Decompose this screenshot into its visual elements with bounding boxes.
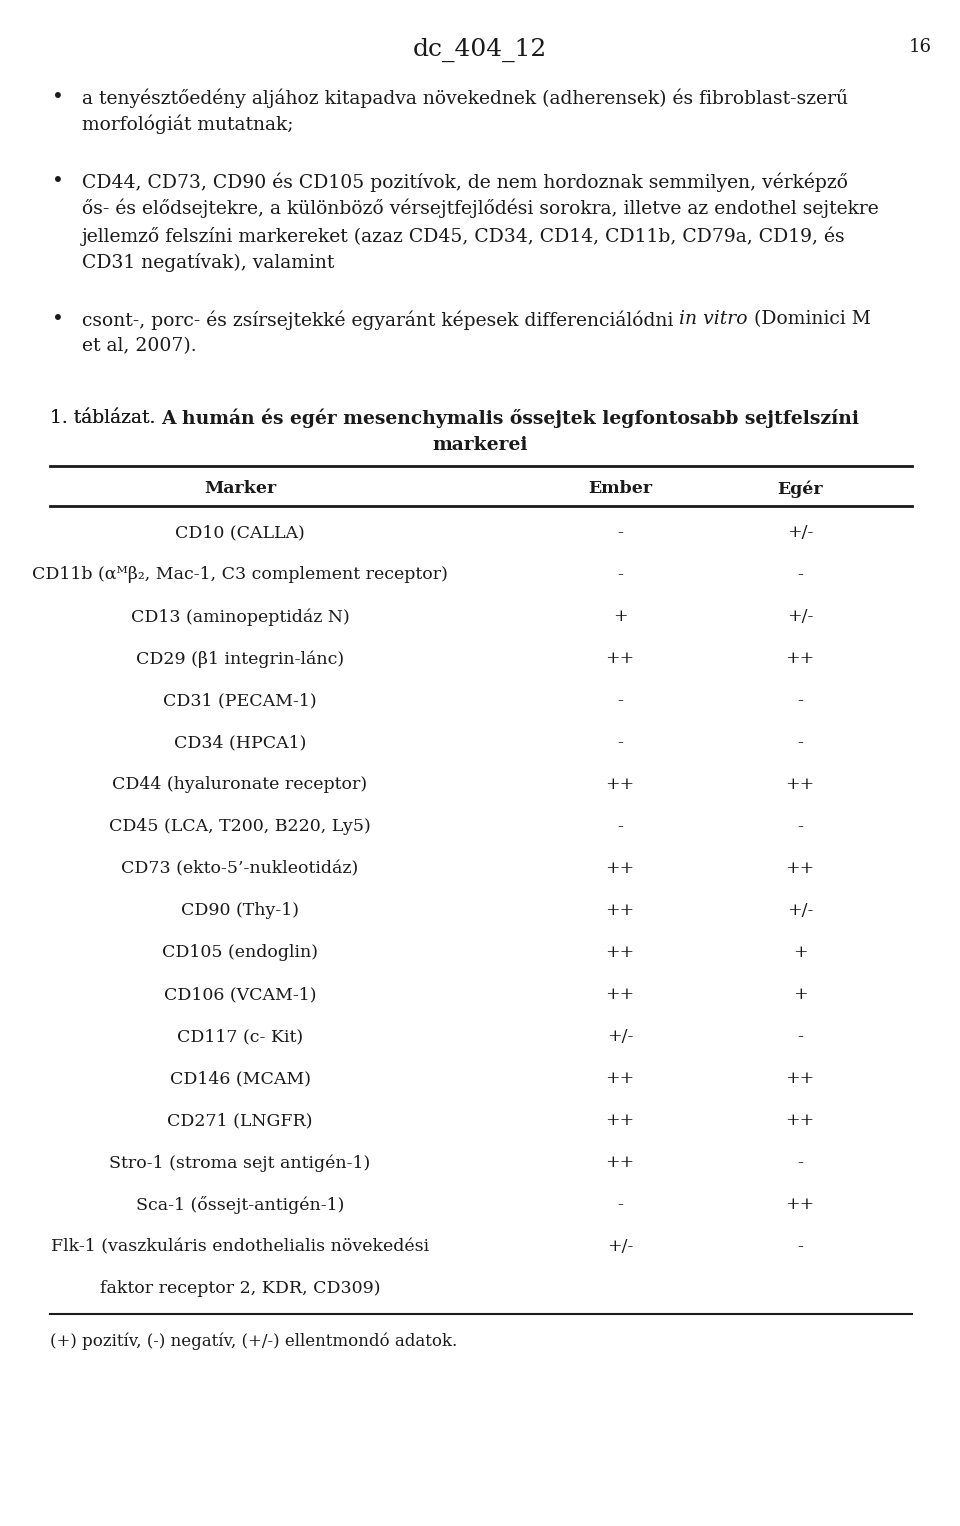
Text: ++: ++ (606, 1112, 635, 1129)
Text: •: • (52, 89, 64, 107)
Text: -: - (617, 566, 623, 583)
Text: CD34 (HPCA1): CD34 (HPCA1) (174, 734, 306, 751)
Text: A humán és egér mesenchymalis őssejtek legfontosabb sejtfelszíni: A humán és egér mesenchymalis őssejtek l… (161, 409, 859, 429)
Text: +: + (793, 945, 807, 961)
Text: ++: ++ (606, 986, 635, 1003)
Text: -: - (797, 818, 803, 835)
Text: ++: ++ (606, 777, 635, 794)
Text: morfológiát mutatnak;: morfológiát mutatnak; (82, 114, 294, 134)
Text: -: - (797, 1238, 803, 1254)
Text: Flk-1 (vaszkuláris endothelialis növekedési: Flk-1 (vaszkuláris endothelialis növeked… (51, 1238, 429, 1254)
Text: 16: 16 (909, 38, 932, 56)
Text: 1. táblázat.: 1. táblázat. (50, 409, 156, 427)
Text: -: - (617, 818, 623, 835)
Text: ++: ++ (785, 1112, 815, 1129)
Text: CD10 (CALLA): CD10 (CALLA) (175, 523, 305, 542)
Text: markerei: markerei (432, 436, 528, 455)
Text: +: + (793, 986, 807, 1003)
Text: csont-, porc- és zsírsejtekké egyaránt képesek differenciálódni: csont-, porc- és zsírsejtekké egyaránt k… (82, 310, 680, 330)
Text: CD13 (aminopeptidáz N): CD13 (aminopeptidáz N) (131, 607, 349, 626)
Text: +/-: +/- (787, 523, 813, 542)
Text: •: • (52, 172, 64, 191)
Text: Stro-1 (stroma sejt antigén-1): Stro-1 (stroma sejt antigén-1) (109, 1154, 371, 1172)
Text: faktor receptor 2, KDR, CD309): faktor receptor 2, KDR, CD309) (100, 1280, 380, 1297)
Text: CD45 (LCA, T200, B220, Ly5): CD45 (LCA, T200, B220, Ly5) (109, 818, 371, 835)
Text: ++: ++ (606, 945, 635, 961)
Text: Marker: Marker (204, 481, 276, 497)
Text: CD11b (αᴹβ₂, Mac-1, C3 complement receptor): CD11b (αᴹβ₂, Mac-1, C3 complement recept… (32, 566, 448, 583)
Text: a tenyésztőedény aljához kitapadva növekednek (adherensek) és fibroblast-szerű: a tenyésztőedény aljához kitapadva növek… (82, 89, 848, 107)
Text: jellemző felszíni markereket (azaz CD45, CD34, CD14, CD11b, CD79a, CD19, és: jellemző felszíni markereket (azaz CD45,… (82, 226, 846, 246)
Text: CD105 (endoglin): CD105 (endoglin) (162, 945, 318, 961)
Text: ++: ++ (785, 861, 815, 877)
Text: -: - (797, 1029, 803, 1045)
Text: Sca-1 (őssejt-antigén-1): Sca-1 (őssejt-antigén-1) (135, 1196, 345, 1215)
Text: CD29 (β1 integrin-lánc): CD29 (β1 integrin-lánc) (136, 650, 344, 667)
Text: -: - (617, 523, 623, 542)
Text: CD44 (hyaluronate receptor): CD44 (hyaluronate receptor) (112, 777, 368, 794)
Text: (+) pozitív, (-) negatív, (+/-) ellentmondó adatok.: (+) pozitív, (-) negatív, (+/-) ellentmo… (50, 1332, 457, 1349)
Text: 1. táblázat.: 1. táblázat. (50, 409, 156, 427)
Text: ++: ++ (785, 777, 815, 794)
Text: +/-: +/- (787, 902, 813, 919)
Text: Egér: Egér (778, 481, 823, 497)
Text: et al, 2007).: et al, 2007). (82, 337, 197, 356)
Text: ++: ++ (606, 861, 635, 877)
Text: +/-: +/- (787, 607, 813, 626)
Text: ++: ++ (785, 650, 815, 667)
Text: ++: ++ (606, 1070, 635, 1087)
Text: (Dominici M: (Dominici M (748, 310, 871, 328)
Text: CD90 (Thy-1): CD90 (Thy-1) (181, 902, 299, 919)
Text: CD271 (LNGFR): CD271 (LNGFR) (167, 1112, 313, 1129)
Text: dc_404_12: dc_404_12 (413, 38, 547, 63)
Text: +: + (612, 607, 627, 626)
Text: -: - (617, 734, 623, 751)
Text: CD146 (MCAM): CD146 (MCAM) (170, 1070, 310, 1087)
Text: CD106 (VCAM-1): CD106 (VCAM-1) (164, 986, 316, 1003)
Text: CD31 negatívak), valamint: CD31 negatívak), valamint (82, 253, 334, 272)
Text: ős- és elődsejtekre, a különböző vérsejtfejlődési sorokra, illetve az endothel s: ős- és elődsejtekre, a különböző vérsejt… (82, 198, 878, 218)
Text: +/-: +/- (607, 1029, 634, 1045)
Text: Ember: Ember (588, 481, 652, 497)
Text: ++: ++ (606, 902, 635, 919)
Text: -: - (797, 691, 803, 710)
Text: in vitro: in vitro (680, 310, 748, 328)
Text: CD73 (ekto-5’-nukleotidáz): CD73 (ekto-5’-nukleotidáz) (121, 861, 359, 877)
Text: -: - (617, 1196, 623, 1213)
Text: -: - (617, 691, 623, 710)
Text: CD44, CD73, CD90 és CD105 pozitívok, de nem hordoznak semmilyen, vérképző: CD44, CD73, CD90 és CD105 pozitívok, de … (82, 172, 848, 191)
Text: -: - (797, 1154, 803, 1170)
Text: ++: ++ (785, 1196, 815, 1213)
Text: -: - (797, 566, 803, 583)
Text: ++: ++ (785, 1070, 815, 1087)
Text: ++: ++ (606, 650, 635, 667)
Text: CD31 (PECAM-1): CD31 (PECAM-1) (163, 691, 317, 710)
Text: -: - (797, 734, 803, 751)
Text: CD117 (c- Kit): CD117 (c- Kit) (177, 1029, 303, 1045)
Text: ++: ++ (606, 1154, 635, 1170)
Text: +/-: +/- (607, 1238, 634, 1254)
Text: •: • (52, 310, 64, 330)
